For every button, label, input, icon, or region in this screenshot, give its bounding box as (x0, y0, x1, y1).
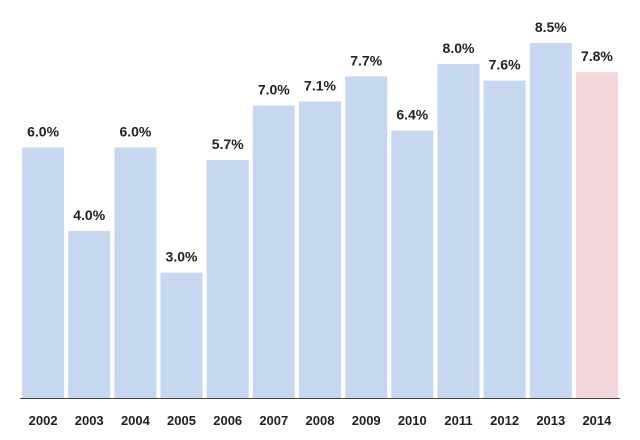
value-label-2007: 7.0% (258, 82, 290, 98)
value-label-2014: 7.8% (581, 48, 613, 64)
bar-2002 (22, 147, 65, 398)
bar-2003 (68, 230, 111, 398)
bar-2012 (483, 80, 526, 398)
x-tick-label-2004: 2004 (121, 413, 151, 428)
bars-layer (22, 43, 618, 399)
x-tick-label-2011: 2011 (444, 413, 472, 428)
bar-2010 (391, 130, 434, 398)
bar-2009 (345, 76, 388, 399)
value-label-2013: 8.5% (535, 19, 567, 35)
x-tick-label-2003: 2003 (75, 413, 104, 428)
x-tick-label-2009: 2009 (352, 413, 381, 428)
bar-2011 (437, 63, 480, 399)
value-label-2011: 8.0% (443, 40, 475, 56)
x-tick-label-2013: 2013 (536, 413, 565, 428)
x-tick-labels-layer: 2002 2003 2004 2005 2006 2007 2008 2009 2010 2011… (29, 413, 612, 428)
x-tick-label-2006: 2006 (213, 413, 242, 428)
value-label-2008: 7.1% (304, 78, 336, 94)
value-label-2006: 5.7% (212, 136, 244, 152)
value-label-2004: 6.0% (119, 123, 151, 139)
bar-2005 (160, 272, 203, 398)
bar-2007 (252, 105, 295, 398)
value-label-2002: 6.0% (27, 123, 59, 139)
bar-2013 (529, 43, 572, 398)
value-label-2009: 7.7% (350, 52, 382, 68)
value-label-2003: 4.0% (73, 207, 105, 223)
x-tick-label-2008: 2008 (306, 413, 335, 428)
x-tick-label-2012: 2012 (490, 413, 519, 428)
x-tick-label-2014: 2014 (582, 413, 612, 428)
x-tick-label-2010: 2010 (398, 413, 427, 428)
bar-2014 (575, 72, 618, 398)
bar-2008 (299, 101, 341, 398)
value-label-2012: 7.6% (489, 57, 521, 73)
x-tick-label-2002: 2002 (29, 413, 58, 428)
x-tick-label-2005: 2005 (167, 413, 196, 428)
value-label-2005: 3.0% (166, 249, 198, 265)
bar-2006 (206, 159, 249, 398)
value-label-2010: 6.4% (396, 107, 428, 123)
x-tick-label-2007: 2007 (259, 413, 288, 428)
bar-2004 (114, 147, 157, 398)
value-labels-layer: 6.0% 4.0% 6.0% 3.0% 5.7% 7.0% 7.1% 7.7% 6.4% 8.0%… (27, 19, 613, 265)
